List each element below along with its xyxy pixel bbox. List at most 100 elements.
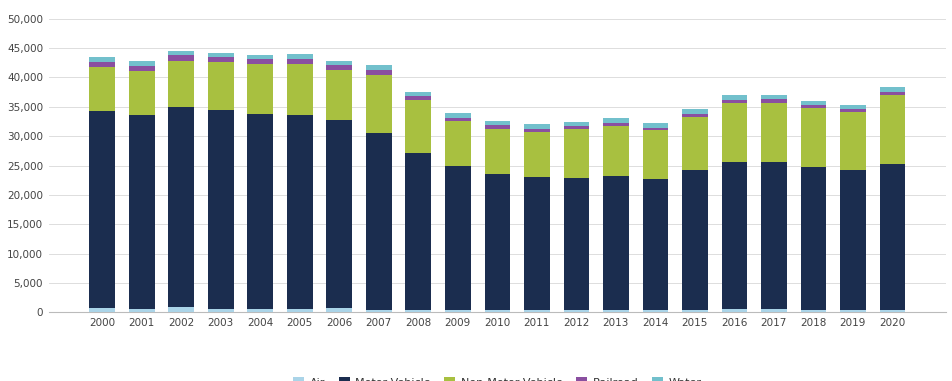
Bar [248,59,273,64]
Bar [721,95,746,100]
Bar [603,123,628,126]
Bar [366,133,391,309]
Bar [603,118,628,123]
Bar [642,179,667,310]
Bar [129,61,154,66]
Bar [800,101,825,105]
Bar [366,75,391,133]
Bar [208,309,233,312]
Bar [721,103,746,162]
Bar [524,132,549,177]
Bar [840,109,864,112]
Bar [208,110,233,309]
Bar [603,126,628,176]
Bar [287,59,312,64]
Bar [366,66,391,70]
Bar [169,107,194,307]
Bar [208,53,233,57]
Bar [327,120,352,308]
Bar [208,57,233,62]
Bar [603,310,628,312]
Bar [761,103,786,162]
Bar [879,163,904,311]
Bar [89,111,115,308]
Bar [445,118,470,121]
Bar [89,62,115,67]
Bar [721,309,746,312]
Bar [405,310,430,312]
Bar [879,311,904,312]
Bar [484,121,509,125]
Bar [761,99,786,103]
Bar [642,130,667,179]
Bar [840,310,864,312]
Bar [484,129,509,174]
Bar [248,309,273,312]
Bar [327,65,352,70]
Bar [248,64,273,114]
Bar [405,96,430,100]
Bar [642,128,667,130]
Bar [129,115,154,309]
Bar [800,168,825,310]
Bar [89,57,115,62]
Bar [761,309,786,312]
Bar [800,105,825,108]
Bar [287,115,312,309]
Bar [761,94,786,99]
Bar [287,309,312,312]
Bar [563,126,588,129]
Bar [563,122,588,126]
Bar [445,310,470,312]
Bar [642,123,667,128]
Bar [563,310,588,312]
Bar [484,125,509,129]
Bar [682,117,707,170]
Bar [89,308,115,312]
Bar [879,92,904,95]
Bar [484,310,509,312]
Bar [721,100,746,103]
Bar [642,310,667,312]
Bar [524,310,549,312]
Bar [287,54,312,59]
Bar [169,307,194,312]
Bar [405,153,430,310]
Bar [169,55,194,61]
Bar [484,174,509,310]
Bar [682,109,707,114]
Bar [445,114,470,118]
Bar [129,66,154,71]
Bar [248,114,273,309]
Bar [879,95,904,163]
Bar [800,108,825,168]
Bar [327,70,352,120]
Bar [169,61,194,107]
Bar [129,71,154,115]
Bar [405,92,430,96]
Bar [840,105,864,109]
Bar [524,125,549,129]
Bar [682,170,707,310]
Bar [89,67,115,111]
Bar [840,170,864,310]
Bar [129,309,154,312]
Bar [761,162,786,309]
Bar [366,309,391,312]
Bar [445,121,470,166]
Bar [721,162,746,309]
Bar [327,308,352,312]
Bar [524,177,549,310]
Bar [327,61,352,65]
Bar [208,62,233,110]
Bar [169,51,194,55]
Bar [682,114,707,117]
Bar [879,88,904,92]
Bar [405,100,430,153]
Legend: Air, Motor Vehicle, Non-Motor Vehicle, Railroad, Water: Air, Motor Vehicle, Non-Motor Vehicle, R… [288,373,705,381]
Bar [563,129,588,178]
Bar [800,310,825,312]
Bar [524,129,549,132]
Bar [682,310,707,312]
Bar [445,166,470,310]
